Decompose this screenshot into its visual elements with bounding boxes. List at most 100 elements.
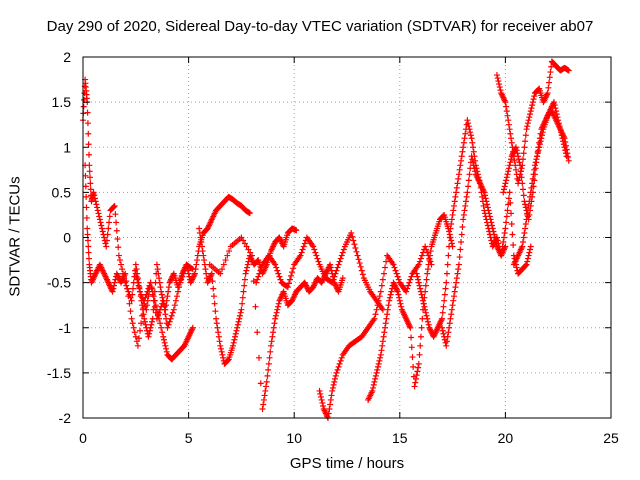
data-point (424, 270, 431, 277)
data-point-interp (85, 151, 92, 158)
data-point-interp (299, 246, 306, 253)
data-point (310, 243, 317, 250)
x-tick-label: 25 (603, 430, 619, 446)
chart-title: Day 290 of 2020, Sidereal Day-to-day VTE… (46, 18, 594, 35)
data-point (316, 387, 323, 394)
data-point-interp (519, 180, 526, 187)
data-point-interp (236, 312, 243, 319)
data-series-group (80, 58, 572, 421)
data-point (506, 189, 513, 196)
data-point-interp (480, 202, 487, 209)
data-point-interp (446, 324, 453, 331)
data-point-interp (84, 237, 91, 244)
data-point-interp (184, 267, 191, 274)
data-point-interp (298, 249, 305, 256)
data-point-interp (465, 183, 472, 190)
data-point-interp (142, 294, 149, 301)
data-point-interp (376, 357, 383, 364)
data-point-interp (165, 284, 172, 291)
data-point (565, 157, 572, 164)
y-tick-label: -1 (59, 320, 72, 336)
data-point-interp (140, 311, 147, 318)
data-point-interp (110, 282, 117, 289)
data-point-interp (134, 279, 141, 286)
data-point-interp (521, 229, 528, 236)
data-point-interp (424, 266, 431, 273)
data-point-interp (460, 139, 467, 146)
data-point-interp (412, 375, 419, 382)
data-point (447, 315, 454, 322)
series-trace-11 (493, 58, 572, 187)
data-point (229, 342, 236, 349)
data-point (128, 315, 135, 322)
data-point-interp (459, 148, 466, 155)
data-point-interp (148, 284, 155, 291)
data-point-interp (484, 204, 491, 211)
data-point-interp (273, 309, 280, 316)
data-point-interp (505, 165, 512, 172)
data-point-interp (528, 184, 535, 191)
data-point-interp (84, 231, 91, 238)
data-point-interp (334, 264, 341, 271)
data-point (481, 189, 488, 196)
data-point-interp (96, 216, 103, 223)
data-point (561, 135, 568, 142)
data-point-interp (349, 233, 356, 240)
data-point-interp (511, 157, 518, 164)
data-point (504, 171, 511, 178)
data-point-interp (139, 302, 146, 309)
data-point-interp (130, 324, 137, 331)
data-point-interp (151, 297, 158, 304)
data-point-interp (373, 306, 380, 313)
data-point-interp (258, 264, 265, 271)
data-point-interp (441, 291, 448, 298)
data-point-interp (134, 276, 141, 283)
data-point-interp (312, 249, 319, 256)
data-point-interp (417, 342, 424, 349)
data-point-interp (233, 327, 240, 334)
data-point (447, 225, 454, 232)
data-point-interp (232, 333, 239, 340)
data-point-interp (333, 267, 340, 274)
data-point-interp (353, 248, 360, 255)
data-point-interp (334, 366, 341, 373)
data-point (94, 207, 101, 214)
data-point-interp (247, 249, 254, 256)
data-point (527, 108, 534, 115)
data-point-interp (467, 132, 474, 139)
data-point-interp (254, 329, 261, 336)
data-point-interp (424, 315, 431, 322)
data-point-interp (326, 405, 333, 412)
data-point-interp (314, 255, 321, 262)
data-point-interp (420, 300, 427, 307)
data-point-interp (466, 126, 473, 133)
data-point-interp (110, 285, 117, 292)
data-point-interp (378, 282, 385, 289)
data-point-interp (525, 252, 532, 259)
data-point-interp (522, 220, 529, 227)
data-point-interp (260, 401, 267, 408)
x-tick-label: 10 (286, 430, 302, 446)
data-point-interp (231, 336, 238, 343)
data-point (382, 324, 389, 331)
data-point-interp (516, 159, 523, 166)
data-point-interp (273, 264, 280, 271)
data-point-interp (241, 276, 248, 283)
data-point-interp (123, 278, 130, 285)
data-point-interp (510, 242, 517, 249)
data-point-interp (255, 273, 262, 280)
data-point-interp (356, 260, 363, 267)
data-point-interp (417, 285, 424, 292)
data-point-interp (470, 162, 477, 169)
data-point-interp (449, 211, 456, 218)
y-tick-label: -1.5 (47, 365, 71, 381)
data-point-interp (427, 252, 434, 259)
series-trace-4 (196, 225, 300, 367)
data-point-interp (320, 402, 327, 409)
data-point-interp (455, 175, 462, 182)
data-point-interp (96, 213, 103, 220)
data-point-interp (275, 300, 282, 307)
data-point-interp (515, 156, 522, 163)
data-point-interp (327, 396, 334, 403)
data-point-interp (527, 111, 534, 118)
